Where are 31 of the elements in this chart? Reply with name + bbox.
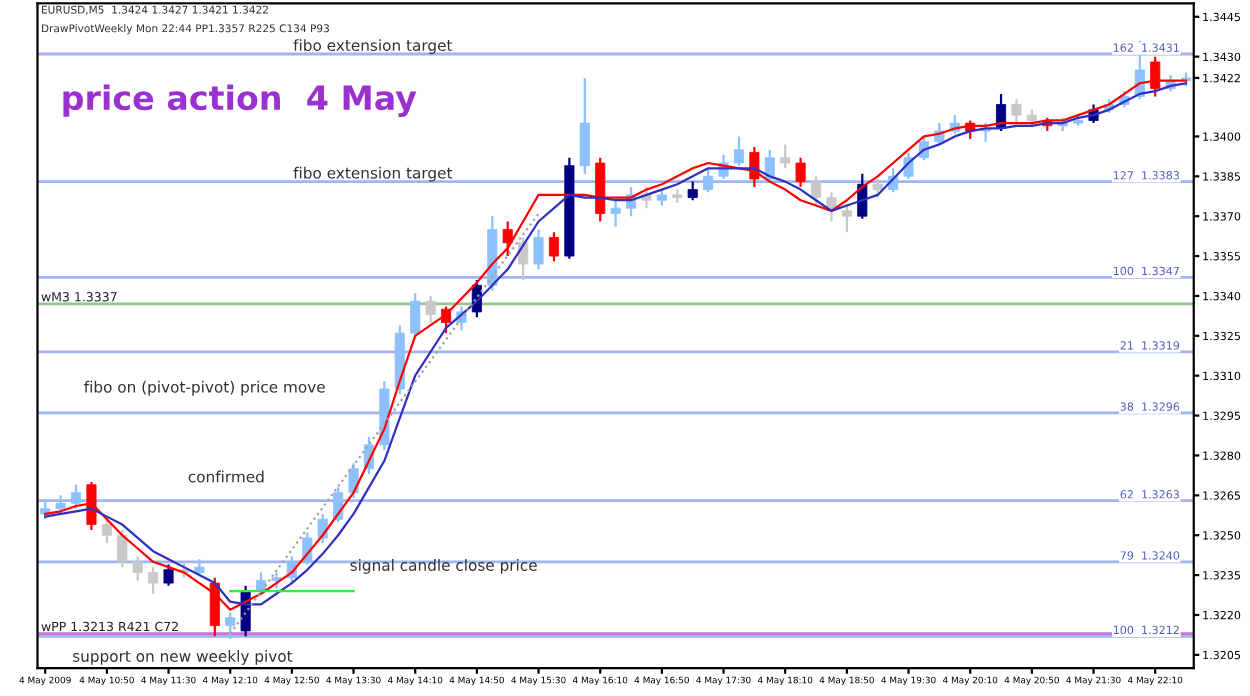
text: price action 4 May [63,84,417,118]
candlestick [579,76,590,175]
candlestick [163,563,174,587]
candlestick [780,143,791,170]
candlestick [132,555,143,582]
candlestick [533,228,544,271]
candlestick [733,135,744,167]
candlestick [548,231,559,263]
candlestick [225,611,236,641]
candlestick [148,566,159,595]
candlestick [117,528,128,569]
candlestick [811,175,822,207]
candlestick [40,499,51,521]
candlestick [764,148,775,183]
candlestick [518,236,529,282]
candlestick [795,156,806,189]
candlestick [425,294,436,324]
candlestick [703,167,714,194]
candlestick [101,518,112,545]
candlestick [687,180,698,202]
candlestick [55,494,66,516]
candlestick [502,220,513,258]
candlestick [1011,98,1022,125]
candlestick [71,483,82,510]
candlestick [872,177,883,199]
candlestick [610,199,621,228]
candlestick [749,145,760,189]
candlestick [641,185,652,210]
candlestick [841,204,852,234]
candlestick [86,480,97,532]
candlestick [410,292,421,340]
